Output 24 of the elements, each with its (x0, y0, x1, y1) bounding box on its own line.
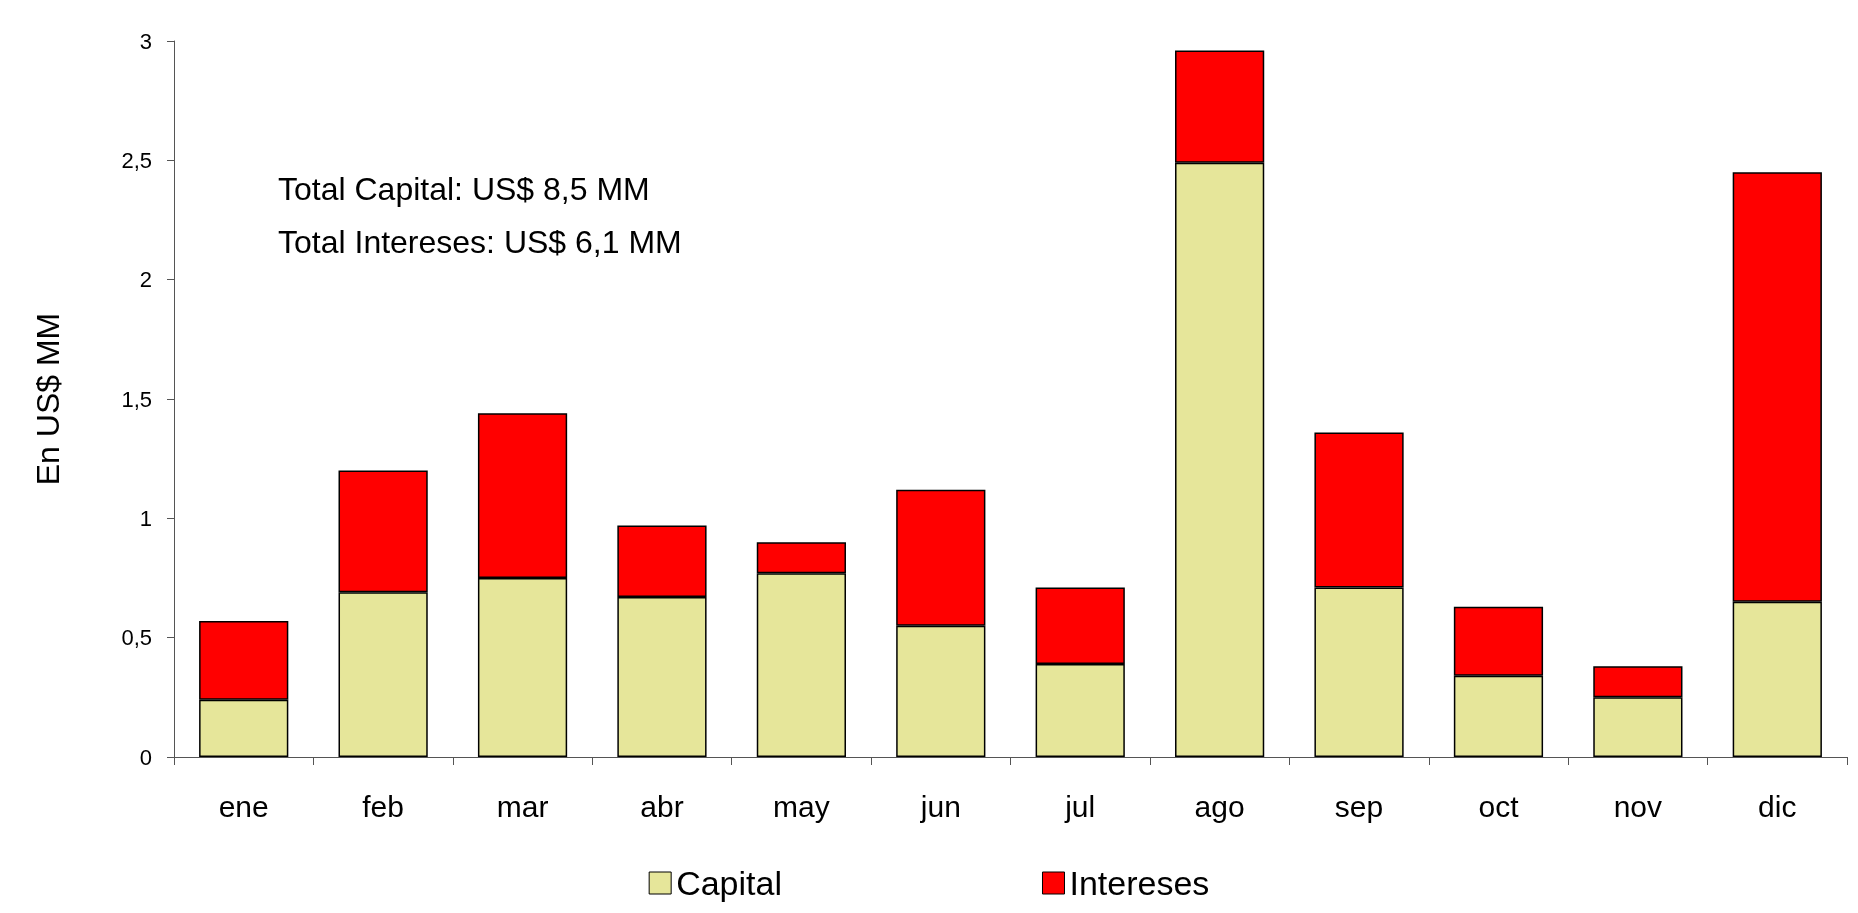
x-tick-label: may (773, 789, 830, 823)
x-tick-label: nov (1613, 789, 1663, 823)
x-tick-label: mar (496, 789, 549, 823)
x-tick-label: jul (1064, 789, 1096, 823)
x-tick-label: feb (362, 789, 404, 823)
y-tick-label: 0,5 (121, 625, 152, 651)
legend-label: Intereses (1069, 864, 1210, 902)
annotation: Total Capital: US$ 8,5 MM (278, 171, 650, 207)
x-tick-label: sep (1334, 789, 1384, 823)
y-tick-label: 2,5 (121, 147, 152, 173)
x-tick-label: ago (1194, 789, 1245, 823)
legend-label: Capital (676, 864, 782, 902)
y-tick-label: 1 (139, 505, 152, 531)
x-tick-label: abr (640, 789, 684, 823)
y-tick-label: 0 (139, 744, 152, 770)
x-tick-label: ene (218, 789, 269, 823)
y-tick-label: 1,5 (121, 386, 152, 412)
y-tick-label: 3 (139, 28, 152, 54)
y-axis-title: En US$ MM (30, 312, 66, 486)
x-tick-label: oct (1478, 789, 1520, 823)
x-tick-label: dic (1758, 789, 1797, 823)
x-tick-label: jun (919, 789, 961, 823)
y-tick-label: 2 (139, 267, 152, 293)
annotation: Total Intereses: US$ 6,1 MM (278, 224, 682, 260)
